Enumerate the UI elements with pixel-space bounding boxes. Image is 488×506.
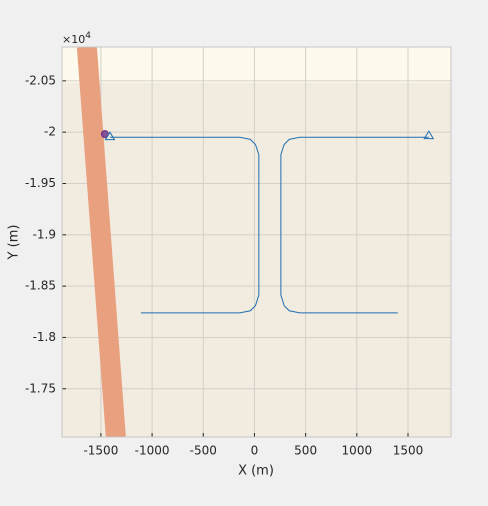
- y-axis-label: Y (m): [7, 225, 22, 261]
- y-tick-label: -2: [44, 125, 56, 139]
- series-line: [76, 47, 126, 437]
- x-axis-label: X (m): [238, 464, 274, 479]
- x-tick-label: -1500: [83, 444, 118, 458]
- region: [62, 47, 451, 83]
- x-tick-label: 1000: [342, 444, 373, 458]
- marker: [423, 130, 435, 140]
- y-tick-label: -1.95: [25, 176, 56, 190]
- y-multiplier-base: ×10: [62, 33, 85, 46]
- y-multiplier: ×104: [62, 31, 91, 47]
- plot-border: [61, 46, 452, 438]
- marker: [104, 131, 116, 141]
- x-tick-label: 0: [251, 444, 259, 458]
- x-tick-label: -1000: [135, 444, 170, 458]
- y-multiplier-exp: 4: [85, 31, 91, 41]
- x-tick-label: 1500: [393, 444, 424, 458]
- series-line: [109, 136, 429, 314]
- y-tick-label: -1.9: [33, 227, 56, 241]
- plot-area: [62, 47, 451, 437]
- x-tick-label: 500: [294, 444, 317, 458]
- y-tick-label: -2.05: [25, 73, 56, 87]
- y-tick-label: -1.75: [25, 381, 56, 395]
- y-tick-label: -1.85: [25, 279, 56, 293]
- y-tick-label: -1.8: [33, 330, 56, 344]
- x-tick-label: -500: [190, 444, 217, 458]
